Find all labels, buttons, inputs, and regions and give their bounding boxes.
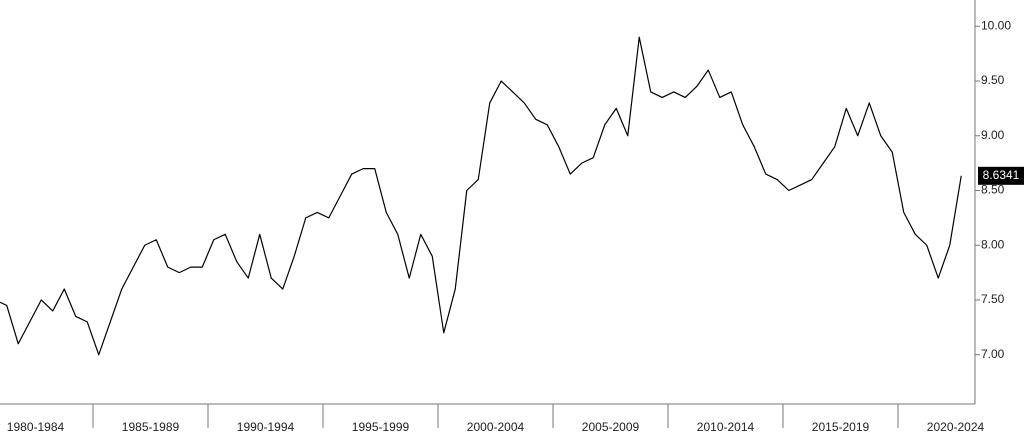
y-tick-label: 8.50	[981, 183, 1005, 197]
plot-area	[0, 36, 962, 356]
last-value-box	[978, 166, 1024, 185]
y-tick-label: 7.50	[981, 292, 1005, 306]
y-tick-label: 9.00	[981, 128, 1005, 142]
y-tick-label: 10.00	[981, 18, 1011, 32]
x-tick-label: 2005-2009	[582, 420, 640, 434]
x-tick-label: 2015-2019	[812, 420, 870, 434]
x-tick-label: 2010-2014	[697, 420, 755, 434]
x-tick-label: 1980-1984	[7, 420, 65, 434]
y-tick-label: 8.00	[981, 237, 1005, 251]
last-value-label: 8.6341	[983, 168, 1020, 182]
x-tick-label: 1995-1999	[352, 420, 410, 434]
data-line	[0, 36, 962, 356]
x-tick-label: 2000-2004	[467, 420, 525, 434]
x-tick-label: 1990-1994	[237, 420, 295, 434]
x-tick-label: 2020-2024	[927, 420, 985, 434]
y-tick-label: 9.50	[981, 73, 1005, 87]
y-tick-label: 7.00	[981, 347, 1005, 361]
x-tick-label: 1985-1989	[122, 420, 180, 434]
